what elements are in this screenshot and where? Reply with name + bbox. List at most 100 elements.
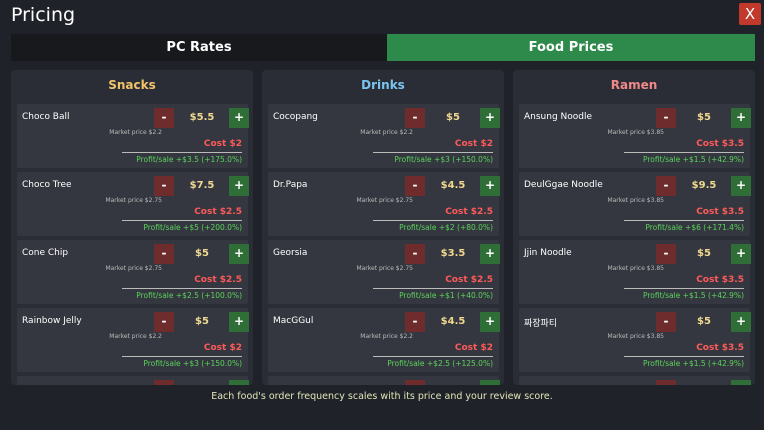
food-name: Choco Tree bbox=[22, 180, 72, 190]
divider bbox=[122, 220, 242, 221]
column-panel: Drinks Cocopang - $5 + Market price $2.2 Cost … bbox=[262, 70, 504, 385]
profit: Profit/sale +$5 (+200.0%) bbox=[143, 223, 242, 232]
food-card: MacGGul - $4.5 + Market price $2.2 Cost $2 Pro… bbox=[268, 308, 500, 372]
divider bbox=[122, 356, 242, 357]
divider bbox=[624, 356, 744, 357]
food-card: Ansung Noodle - $5 + Market price $3.85 Cost … bbox=[519, 104, 751, 168]
minus-button[interactable]: - bbox=[405, 176, 425, 196]
food-name: 짜장파티 bbox=[524, 319, 558, 329]
profit: Profit/sale +$3 (+150.0%) bbox=[394, 155, 493, 164]
tab-active[interactable]: Food Prices bbox=[387, 34, 755, 61]
food-card: Cocopang - $5 + Market price $2.2 Cost $2 Prof… bbox=[268, 104, 500, 168]
price: $4.5 bbox=[440, 316, 466, 327]
divider bbox=[373, 288, 493, 289]
cost: Cost $3.5 bbox=[696, 343, 744, 353]
plus-button[interactable]: + bbox=[480, 176, 500, 196]
market-price: Market price $3.85 bbox=[607, 129, 664, 136]
minus-button[interactable]: - bbox=[656, 176, 676, 196]
cost: Cost $3.5 bbox=[696, 139, 744, 149]
plus-button[interactable]: + bbox=[229, 108, 249, 128]
food-card: Choco Tree - $7.5 + Market price $2.75 Cost $… bbox=[17, 172, 249, 236]
price: $5 bbox=[697, 112, 711, 123]
profit: Profit/sale +$1.5 (+42.9%) bbox=[642, 359, 744, 368]
plus-button[interactable]: + bbox=[229, 176, 249, 196]
food-name: Ansung Noodle bbox=[524, 112, 593, 122]
profit: Profit/sale +$2 (+80.0%) bbox=[399, 223, 493, 232]
minus-button[interactable] bbox=[154, 380, 174, 385]
minus-button[interactable]: - bbox=[656, 244, 676, 264]
title: Pricing bbox=[11, 4, 76, 26]
food-name: Cocopang bbox=[273, 112, 318, 122]
food-name: DeulGgae Noodle bbox=[524, 180, 603, 190]
minus-button[interactable]: - bbox=[154, 108, 174, 128]
price: $5 bbox=[446, 112, 460, 123]
plus-button[interactable]: + bbox=[731, 312, 751, 332]
minus-button[interactable]: - bbox=[154, 176, 174, 196]
plus-button[interactable]: + bbox=[480, 108, 500, 128]
profit: Profit/sale +$1.5 (+42.9%) bbox=[642, 155, 744, 164]
price: $7.5 bbox=[189, 180, 215, 191]
food-name: Jjin Noodle bbox=[524, 248, 572, 258]
plus-button[interactable]: + bbox=[229, 312, 249, 332]
cost: Cost $2.5 bbox=[194, 275, 242, 285]
food-card: Cone Chip - $5 + Market price $2.75 Cost $2.5… bbox=[17, 240, 249, 304]
profit: Profit/sale +$1.5 (+42.9%) bbox=[642, 291, 744, 300]
price: $9.5 bbox=[691, 180, 717, 191]
food-card: DeulGgae Noodle - $9.5 + Market price $3.85 C… bbox=[519, 172, 751, 236]
profit: Profit/sale +$6 (+171.4%) bbox=[645, 223, 744, 232]
plus-button[interactable]: + bbox=[480, 244, 500, 264]
plus-button[interactable]: + bbox=[731, 244, 751, 264]
market-price: Market price $2.2 bbox=[360, 129, 413, 136]
food-card: Jjin Noodle - $5 + Market price $3.85 Cost $3… bbox=[519, 240, 751, 304]
plus-button[interactable] bbox=[480, 380, 500, 385]
column-title: Ramen bbox=[610, 78, 658, 92]
cost: Cost $2.5 bbox=[445, 275, 493, 285]
minus-button[interactable]: - bbox=[656, 312, 676, 332]
food-card: 짜장파티 - $5 + Market price $3.85 Cost $3.5 Profi… bbox=[519, 308, 751, 372]
plus-button[interactable]: + bbox=[229, 244, 249, 264]
divider bbox=[373, 152, 493, 153]
column-title: Drinks bbox=[361, 78, 405, 92]
minus-button[interactable]: - bbox=[154, 312, 174, 332]
cost: Cost $2 bbox=[203, 343, 242, 353]
price: $5.5 bbox=[189, 112, 215, 123]
close-button[interactable]: X bbox=[739, 3, 761, 25]
profit: Profit/sale +$2.5 (+100.0%) bbox=[136, 291, 242, 300]
price: $5 bbox=[195, 248, 209, 259]
food-name: MacGGul bbox=[273, 316, 314, 326]
food-card: Rainbow Jelly - $5 + Market price $2.2 Cost $… bbox=[17, 308, 249, 372]
minus-button[interactable]: - bbox=[656, 108, 676, 128]
price: $3.5 bbox=[440, 248, 466, 259]
cost: Cost $2.5 bbox=[194, 207, 242, 217]
market-price: Market price $3.85 bbox=[607, 333, 664, 340]
minus-button[interactable]: - bbox=[154, 244, 174, 264]
minus-button[interactable]: - bbox=[405, 244, 425, 264]
cost: Cost $2 bbox=[203, 139, 242, 149]
plus-button[interactable]: + bbox=[731, 108, 751, 128]
food-card-partial bbox=[268, 376, 500, 385]
price: $5 bbox=[697, 316, 711, 327]
divider bbox=[122, 288, 242, 289]
plus-button[interactable]: + bbox=[731, 176, 751, 196]
cost: Cost $2.5 bbox=[445, 207, 493, 217]
food-name: Rainbow Jelly bbox=[22, 316, 82, 326]
divider bbox=[122, 152, 242, 153]
profit: Profit/sale +$3 (+150.0%) bbox=[143, 359, 242, 368]
market-price: Market price $2.75 bbox=[356, 265, 413, 272]
food-card-partial bbox=[519, 376, 751, 385]
food-card: Choco Ball - $5.5 + Market price $2.2 Cost $2… bbox=[17, 104, 249, 168]
minus-button[interactable] bbox=[405, 380, 425, 385]
price: $4.5 bbox=[440, 180, 466, 191]
minus-button[interactable]: - bbox=[405, 108, 425, 128]
plus-button[interactable] bbox=[731, 380, 751, 385]
minus-button[interactable]: - bbox=[405, 312, 425, 332]
tab[interactable]: PC Rates bbox=[11, 34, 387, 61]
market-price: Market price $3.85 bbox=[607, 197, 664, 204]
minus-button[interactable] bbox=[656, 380, 676, 385]
divider bbox=[373, 220, 493, 221]
plus-button[interactable] bbox=[229, 380, 249, 385]
market-price: Market price $2.75 bbox=[356, 197, 413, 204]
price: $5 bbox=[195, 316, 209, 327]
plus-button[interactable]: + bbox=[480, 312, 500, 332]
